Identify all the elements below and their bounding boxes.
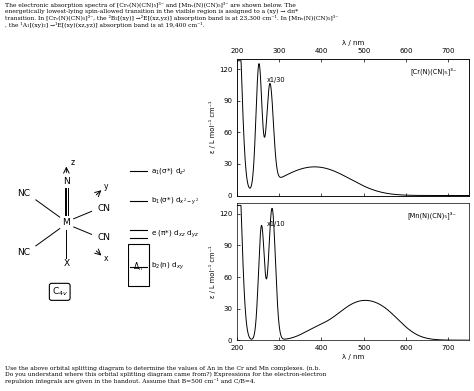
Text: x1/10: x1/10 [266, 221, 285, 227]
FancyBboxPatch shape [128, 244, 149, 286]
Y-axis label: ε / L mol⁻¹ cm⁻¹: ε / L mol⁻¹ cm⁻¹ [209, 246, 216, 298]
Text: b$_1$(σ*) d$_{x^2-y^2}$: b$_1$(σ*) d$_{x^2-y^2}$ [151, 196, 199, 207]
Text: C$_{4v}$: C$_{4v}$ [52, 285, 68, 298]
X-axis label: λ / nm: λ / nm [342, 354, 364, 360]
Text: $\Delta_n$: $\Delta_n$ [133, 260, 144, 273]
Text: x: x [104, 255, 109, 264]
Text: M: M [63, 218, 70, 228]
Text: x1/30: x1/30 [266, 77, 285, 83]
Text: y: y [104, 182, 109, 191]
Text: Use the above orbital splitting diagram to determine the values of Δn in the Cr : Use the above orbital splitting diagram … [5, 366, 326, 384]
X-axis label: λ / nm: λ / nm [342, 40, 364, 46]
Text: NC: NC [18, 248, 30, 257]
Text: a$_1$(σ*) d$_{z^2}$: a$_1$(σ*) d$_{z^2}$ [151, 167, 186, 176]
Text: CN: CN [97, 204, 110, 213]
Text: b$_2$(n) d$_{xy}$: b$_2$(n) d$_{xy}$ [151, 261, 184, 272]
Text: X: X [64, 259, 69, 269]
Text: e (π*) d$_{xz}$ d$_{yz}$: e (π*) d$_{xz}$ d$_{yz}$ [151, 228, 199, 240]
Text: CN: CN [97, 233, 110, 242]
Text: [Mn(N)(CN)₅]³⁻: [Mn(N)(CN)₅]³⁻ [408, 212, 456, 219]
Text: The electronic absorption spectra of [Crᵥ(N)(CN)₅]³⁻ and [Mnᵥ(N)(CN)₅]³⁻ are sho: The electronic absorption spectra of [Cr… [5, 2, 338, 28]
Text: N: N [63, 177, 70, 187]
Text: z: z [70, 158, 74, 167]
Text: [Cr(N)(CN)₅]³⁻: [Cr(N)(CN)₅]³⁻ [410, 67, 456, 75]
Y-axis label: ε / L mol⁻¹ cm⁻¹: ε / L mol⁻¹ cm⁻¹ [209, 101, 216, 153]
Text: NC: NC [18, 189, 30, 198]
